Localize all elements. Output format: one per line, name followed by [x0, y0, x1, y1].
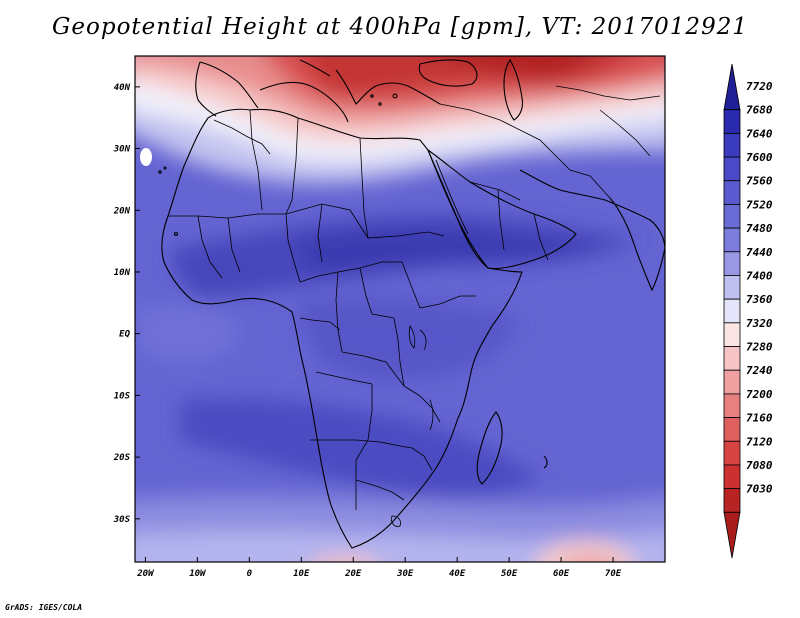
x-tick-label: 70E [605, 569, 622, 579]
x-tick-label: 30E [396, 569, 414, 579]
y-tick-label: 10S [114, 391, 131, 401]
y-tick-label: 20N [113, 206, 131, 216]
colorbar-swatch [723, 180, 741, 205]
colorbar-swatch [723, 417, 741, 442]
colorbar-swatch [723, 227, 741, 253]
x-tick-label: 20E [344, 569, 362, 579]
colorbar-label: 7560 [746, 175, 773, 188]
colorbar-swatch [723, 156, 741, 182]
colorbar-label: 7240 [746, 364, 773, 377]
colorbar-label: 7280 [746, 341, 773, 354]
coastlines [158, 58, 665, 549]
colorbar-swatch [723, 464, 741, 490]
colorbar-label: 7440 [746, 246, 773, 259]
colorbar-swatch [723, 204, 741, 229]
chart-title: Geopotential Height at 400hPa [gpm], VT:… [52, 14, 748, 40]
x-axis: 20W 10W 0 10E 20E 30E 40E 50E 60E 70E [136, 557, 622, 579]
colorbar-swatch [723, 346, 741, 371]
x-tick-label: 10E [293, 569, 310, 579]
colorbar-label: 7200 [746, 388, 773, 401]
x-tick-label: 60E [553, 569, 570, 579]
colorbar-swatch [723, 109, 741, 134]
colorbar-labels: 7720 7680 7640 7600 7560 7520 7480 7440 7400 7360… [746, 80, 773, 496]
colorbar-swatch [723, 132, 741, 158]
colorbar-swatch [723, 322, 741, 347]
colorbar-label: 7320 [746, 317, 773, 330]
colorbar-label: 7680 [746, 104, 773, 117]
colorbar-label: 7520 [746, 198, 773, 211]
x-tick-label: 0 [247, 569, 253, 579]
colorbar-label: 7160 [746, 412, 773, 425]
colorbar-swatch [723, 393, 741, 418]
x-tick-label: 50E [501, 569, 518, 579]
colorbar-label: 7720 [746, 80, 773, 93]
y-tick-label: 20S [113, 453, 131, 463]
y-tick-label: 10N [114, 268, 131, 278]
colorbar-label: 7640 [746, 127, 773, 140]
colorbar-label: 7120 [746, 435, 773, 448]
country-borders [168, 85, 661, 527]
colorbar-swatch [723, 369, 741, 395]
colorbar-label: 7080 [746, 459, 773, 472]
colorbar-label: 7480 [746, 222, 773, 235]
x-tick-label: 40E [449, 569, 466, 579]
colorbar-swatch [723, 440, 741, 466]
footer-credit: GrADS: IGES/COLA [5, 603, 83, 612]
colorbar-label: 7400 [746, 269, 773, 282]
colorbar-swatch [723, 298, 741, 324]
height-field [135, 56, 665, 562]
colorbar-swatch [723, 251, 741, 276]
x-tick-label: 20W [136, 569, 155, 579]
x-tick-label: 10W [189, 569, 207, 579]
plot-frame [134, 55, 666, 563]
colorbar-swatches [723, 63, 741, 559]
y-tick-label: 40N [114, 83, 131, 93]
colorbar-label: 7600 [746, 151, 773, 164]
colorbar-label: 7360 [746, 293, 773, 306]
colorbar-swatch [723, 63, 741, 111]
y-tick-label: 30N [113, 145, 131, 155]
y-axis: 40N 30N 20N 10N EQ 10S 20S 30S [113, 83, 140, 525]
colorbar-label: 7030 [746, 483, 773, 496]
y-tick-label: 30S [113, 515, 131, 525]
colorbar-swatch [723, 275, 741, 300]
colorbar-swatch [723, 488, 741, 513]
y-tick-label: EQ [119, 330, 130, 340]
colorbar-swatch [723, 511, 741, 559]
